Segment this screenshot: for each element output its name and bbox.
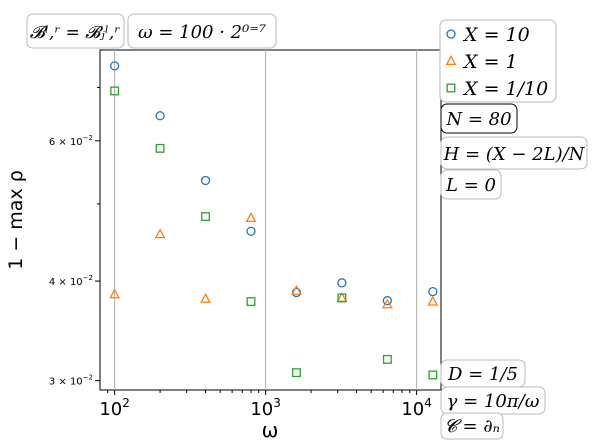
legend: X = 10 X = 1 X = 1/10 <box>439 19 557 103</box>
data-point-triangle <box>200 292 211 303</box>
data-point-triangle <box>245 212 257 223</box>
annotation-box-n: N = 80 <box>440 103 518 134</box>
grid <box>114 50 418 390</box>
legend-marker-square <box>446 83 456 93</box>
legend-label: X = 1 <box>462 51 518 73</box>
data-point-triangle <box>427 295 439 306</box>
annotation-h: H = (X − 2L)/N <box>443 144 586 165</box>
annotation-bl: 𝓑ˡ,ʳ = 𝓑ⱼˡ,ʳ <box>30 23 120 43</box>
data-point-square <box>292 368 301 378</box>
data-point-triangle <box>291 284 302 295</box>
x-tick-label: 102 <box>99 396 130 420</box>
annotation-c: 𝓒 = ∂ₙ <box>444 416 500 437</box>
data-point-square <box>201 212 210 222</box>
data-point-triangle <box>381 298 393 309</box>
legend-label: X = 1/10 <box>462 78 548 100</box>
y-tick-label: 3 × 10−2 <box>49 374 93 388</box>
data-point-square <box>382 354 392 364</box>
x-tick-label: 104 <box>401 396 432 420</box>
annotation-box-bl: 𝓑ˡ,ʳ = 𝓑ⱼˡ,ʳ <box>26 13 125 49</box>
legend-label: X = 10 <box>462 24 530 46</box>
data-point-circle <box>200 175 211 186</box>
data-point-circle <box>109 61 120 71</box>
annotation-box-gamma: γ = 10π/ω <box>440 386 546 415</box>
data-point-triangle <box>154 228 166 239</box>
plot-area <box>99 49 442 391</box>
data-point-circle <box>382 296 393 306</box>
data-point-square <box>246 297 256 307</box>
data-point-square <box>155 143 165 153</box>
annotation-gamma: γ = 10π/ω <box>447 391 540 412</box>
annotation-d: D = 1/5 <box>447 364 518 385</box>
annotation-box-d: D = 1/5 <box>440 359 526 388</box>
annotation-box-omega: ω = 100 · 2⁰⁼⁷ <box>127 13 277 49</box>
legend-marker-circle <box>446 29 456 39</box>
annotation-box-l: L = 0 <box>440 169 502 200</box>
x-tick-label: 103 <box>250 396 281 420</box>
annotation-n: N = 80 <box>445 109 511 130</box>
legend-frame <box>439 19 557 103</box>
data-point-triangle <box>109 288 121 299</box>
y-tick-label: 6 × 10−2 <box>49 134 93 148</box>
data-point-square <box>428 370 438 380</box>
x-axis-label: ω <box>262 418 279 442</box>
legend-marker-triangle <box>445 55 457 66</box>
y-axis-label: 1 − max ρ <box>5 170 27 270</box>
annotation-l: L = 0 <box>445 175 496 196</box>
annotation-box-h: H = (X − 2L)/N <box>440 136 588 170</box>
data-point-circle <box>337 278 347 288</box>
data-point-square <box>337 293 347 303</box>
data-points <box>109 61 439 380</box>
data-point-circle <box>155 111 165 121</box>
y-tick-label: 4 × 10−2 <box>49 274 93 288</box>
annotation-omega: ω = 100 · 2⁰⁼⁷ <box>138 22 266 43</box>
data-point-circle <box>246 226 256 236</box>
data-point-square <box>110 86 120 96</box>
annotation-box-c: 𝓒 = ∂ₙ <box>440 412 504 440</box>
